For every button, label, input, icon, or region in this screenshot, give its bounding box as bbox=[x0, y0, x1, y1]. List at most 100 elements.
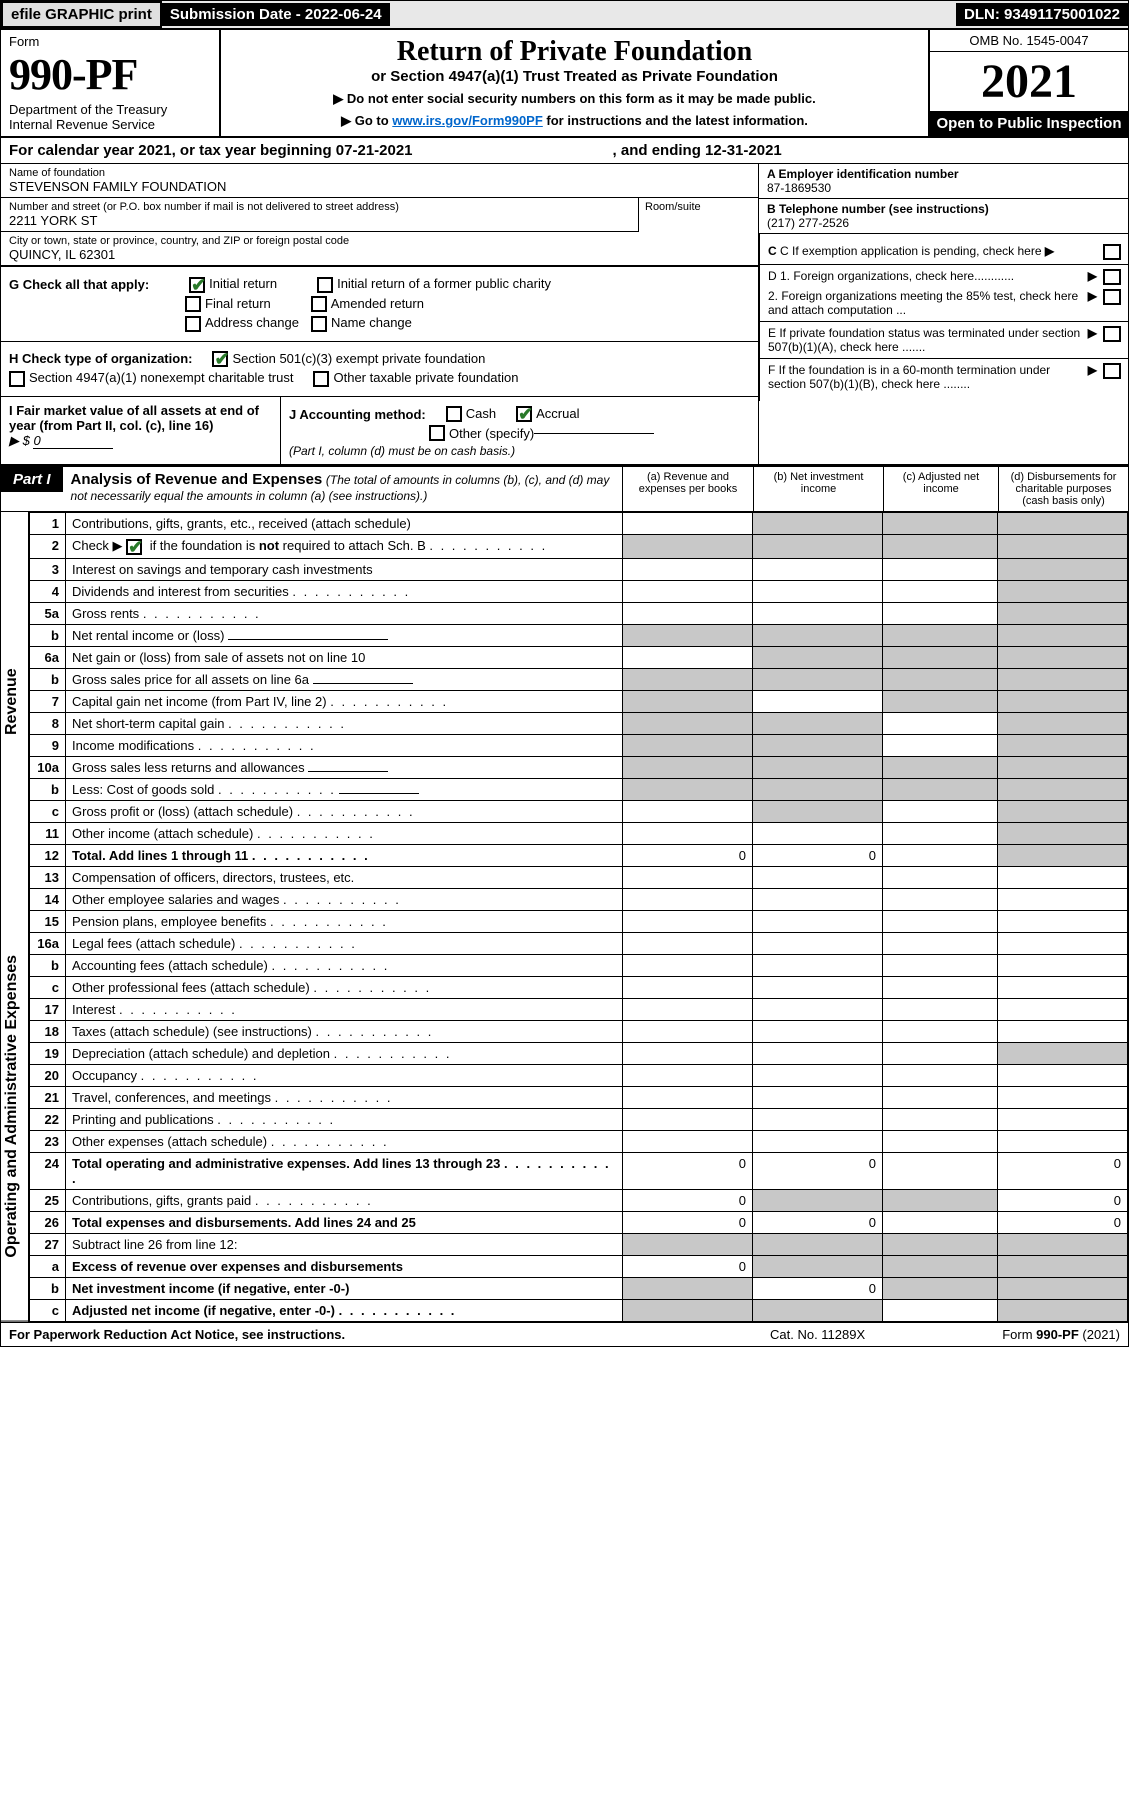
line-27a: aExcess of revenue over expenses and dis… bbox=[30, 1255, 1128, 1277]
checkbox-addr-change[interactable] bbox=[185, 316, 201, 332]
line-10b: bLess: Cost of goods sold bbox=[30, 778, 1128, 800]
col-b-header: (b) Net investment income bbox=[753, 467, 883, 511]
line-10c: cGross profit or (loss) (attach schedule… bbox=[30, 800, 1128, 822]
form-note-2: ▶ Go to www.irs.gov/Form990PF for instru… bbox=[231, 113, 918, 129]
form-page: efile GRAPHIC print Submission Date - 20… bbox=[0, 0, 1129, 1347]
line-16c: cOther professional fees (attach schedul… bbox=[30, 976, 1128, 998]
line-16b: bAccounting fees (attach schedule) bbox=[30, 954, 1128, 976]
line-6a: 6aNet gain or (loss) from sale of assets… bbox=[30, 646, 1128, 668]
footer-right: Form 990-PF (2021) bbox=[970, 1327, 1120, 1342]
checkbox-accrual[interactable] bbox=[516, 406, 532, 422]
dept-label: Department of the TreasuryInternal Reven… bbox=[9, 102, 211, 132]
fmv-value: 0 bbox=[33, 433, 113, 449]
checkbox-initial-former[interactable] bbox=[317, 277, 333, 293]
col-c-header: (c) Adjusted net income bbox=[883, 467, 998, 511]
checkbox-other-method[interactable] bbox=[429, 425, 445, 441]
line-9: 9Income modifications bbox=[30, 734, 1128, 756]
line-2: 2Check ▶ if the foundation is not requir… bbox=[30, 535, 1128, 559]
address-cell: Number and street (or P.O. box number if… bbox=[1, 198, 638, 232]
lines-table-wrap: 1Contributions, gifts, grants, etc., rec… bbox=[29, 512, 1128, 1322]
part1-title: Analysis of Revenue and Expenses (The to… bbox=[63, 467, 622, 507]
line-14: 14Other employee salaries and wages bbox=[30, 888, 1128, 910]
footer-mid: Cat. No. 11289X bbox=[770, 1327, 970, 1342]
line-4: 4Dividends and interest from securities bbox=[30, 580, 1128, 602]
open-public-badge: Open to Public Inspection bbox=[930, 111, 1128, 136]
checkbox-d2[interactable] bbox=[1103, 289, 1121, 305]
line-23: 23Other expenses (attach schedule) bbox=[30, 1130, 1128, 1152]
line-21: 21Travel, conferences, and meetings bbox=[30, 1086, 1128, 1108]
line-5b: bNet rental income or (loss) bbox=[30, 624, 1128, 646]
line-13: 13Compensation of officers, directors, t… bbox=[30, 866, 1128, 888]
cal-year-begin: For calendar year 2021, or tax year begi… bbox=[9, 142, 413, 159]
section-g: G Check all that apply: Initial return I… bbox=[1, 266, 758, 341]
line-27: 27Subtract line 26 from line 12: bbox=[30, 1233, 1128, 1255]
column-headers: (a) Revenue and expenses per books (b) N… bbox=[622, 467, 1128, 511]
line-20: 20Occupancy bbox=[30, 1064, 1128, 1086]
right-checks-section: C C If exemption application is pending,… bbox=[759, 234, 1129, 401]
checkbox-amended[interactable] bbox=[311, 296, 327, 312]
j-note: (Part I, column (d) must be on cash basi… bbox=[289, 444, 750, 458]
form-subtitle: or Section 4947(a)(1) Trust Treated as P… bbox=[231, 68, 918, 85]
dln-label: DLN: 93491175001022 bbox=[956, 3, 1128, 26]
checkbox-d1[interactable] bbox=[1103, 269, 1121, 285]
checkbox-c[interactable] bbox=[1103, 244, 1121, 260]
section-i: I Fair market value of all assets at end… bbox=[1, 397, 281, 465]
line-17: 17Interest bbox=[30, 998, 1128, 1020]
checkbox-501c3[interactable] bbox=[212, 351, 228, 367]
line-16a: 16aLegal fees (attach schedule) bbox=[30, 932, 1128, 954]
form-title: Return of Private Foundation bbox=[231, 36, 918, 68]
col-a-header: (a) Revenue and expenses per books bbox=[623, 467, 753, 511]
part1-label: Part I bbox=[1, 467, 63, 492]
line-15: 15Pension plans, employee benefits bbox=[30, 910, 1128, 932]
line-26: 26Total expenses and disbursements. Add … bbox=[30, 1211, 1128, 1233]
submission-date: Submission Date - 2022-06-24 bbox=[162, 3, 390, 26]
section-j: J Accounting method: Cash Accrual Other … bbox=[281, 397, 758, 465]
line-27b: bNet investment income (if negative, ent… bbox=[30, 1277, 1128, 1299]
tax-year: 2021 bbox=[930, 52, 1128, 111]
checkbox-initial-return[interactable] bbox=[189, 277, 205, 293]
h-label: H Check type of organization: bbox=[9, 351, 192, 366]
form-label: Form bbox=[9, 34, 211, 49]
form-header: Form 990-PF Department of the TreasuryIn… bbox=[1, 30, 1128, 138]
line-24: 24Total operating and administrative exp… bbox=[30, 1152, 1128, 1189]
calendar-year-row: For calendar year 2021, or tax year begi… bbox=[1, 138, 1128, 164]
line-11: 11Other income (attach schedule) bbox=[30, 822, 1128, 844]
cal-year-end: , and ending 12-31-2021 bbox=[613, 142, 782, 159]
line-7: 7Capital gain net income (from Part IV, … bbox=[30, 690, 1128, 712]
line-3: 3Interest on savings and temporary cash … bbox=[30, 558, 1128, 580]
line-1: 1Contributions, gifts, grants, etc., rec… bbox=[30, 513, 1128, 535]
city-cell: City or town, state or province, country… bbox=[1, 232, 758, 266]
line-18: 18Taxes (attach schedule) (see instructi… bbox=[30, 1020, 1128, 1042]
line-5a: 5aGross rents bbox=[30, 602, 1128, 624]
checkbox-cash[interactable] bbox=[446, 406, 462, 422]
checkbox-schb[interactable] bbox=[126, 539, 142, 555]
form-note-1: ▶ Do not enter social security numbers o… bbox=[231, 91, 918, 107]
omb-number: OMB No. 1545-0047 bbox=[930, 30, 1128, 52]
checkbox-f[interactable] bbox=[1103, 363, 1121, 379]
entity-info-section: Name of foundation STEVENSON FAMILY FOUN… bbox=[1, 164, 1128, 465]
part1-body: Revenue Operating and Administrative Exp… bbox=[1, 512, 1128, 1322]
line-8: 8Net short-term capital gain bbox=[30, 712, 1128, 734]
lines-table: 1Contributions, gifts, grants, etc., rec… bbox=[29, 512, 1128, 1322]
line-19: 19Depreciation (attach schedule) and dep… bbox=[30, 1042, 1128, 1064]
col-d-header: (d) Disbursements for charitable purpose… bbox=[998, 467, 1128, 511]
efile-print-button[interactable]: efile GRAPHIC print bbox=[1, 1, 162, 28]
g-label: G Check all that apply: bbox=[9, 277, 149, 292]
ein-cell: A Employer identification number 87-1869… bbox=[759, 164, 1128, 199]
header-right: OMB No. 1545-0047 2021 Open to Public In… bbox=[928, 30, 1128, 136]
checkbox-e[interactable] bbox=[1103, 326, 1121, 342]
revenue-side-label: Revenue Operating and Administrative Exp… bbox=[1, 512, 29, 1322]
header-left: Form 990-PF Department of the TreasuryIn… bbox=[1, 30, 221, 136]
header-mid: Return of Private Foundation or Section … bbox=[221, 30, 928, 136]
checkbox-name-change[interactable] bbox=[311, 316, 327, 332]
checkbox-4947a1[interactable] bbox=[9, 371, 25, 387]
irs-link[interactable]: www.irs.gov/Form990PF bbox=[392, 113, 543, 128]
top-bar: efile GRAPHIC print Submission Date - 20… bbox=[1, 1, 1128, 30]
line-6b: bGross sales price for all assets on lin… bbox=[30, 668, 1128, 690]
checkbox-final-return[interactable] bbox=[185, 296, 201, 312]
footer-left: For Paperwork Reduction Act Notice, see … bbox=[9, 1327, 770, 1342]
form-number: 990-PF bbox=[9, 49, 211, 100]
checkbox-other-taxable[interactable] bbox=[313, 371, 329, 387]
section-h: H Check type of organization: Section 50… bbox=[1, 341, 758, 396]
page-footer: For Paperwork Reduction Act Notice, see … bbox=[1, 1322, 1128, 1346]
